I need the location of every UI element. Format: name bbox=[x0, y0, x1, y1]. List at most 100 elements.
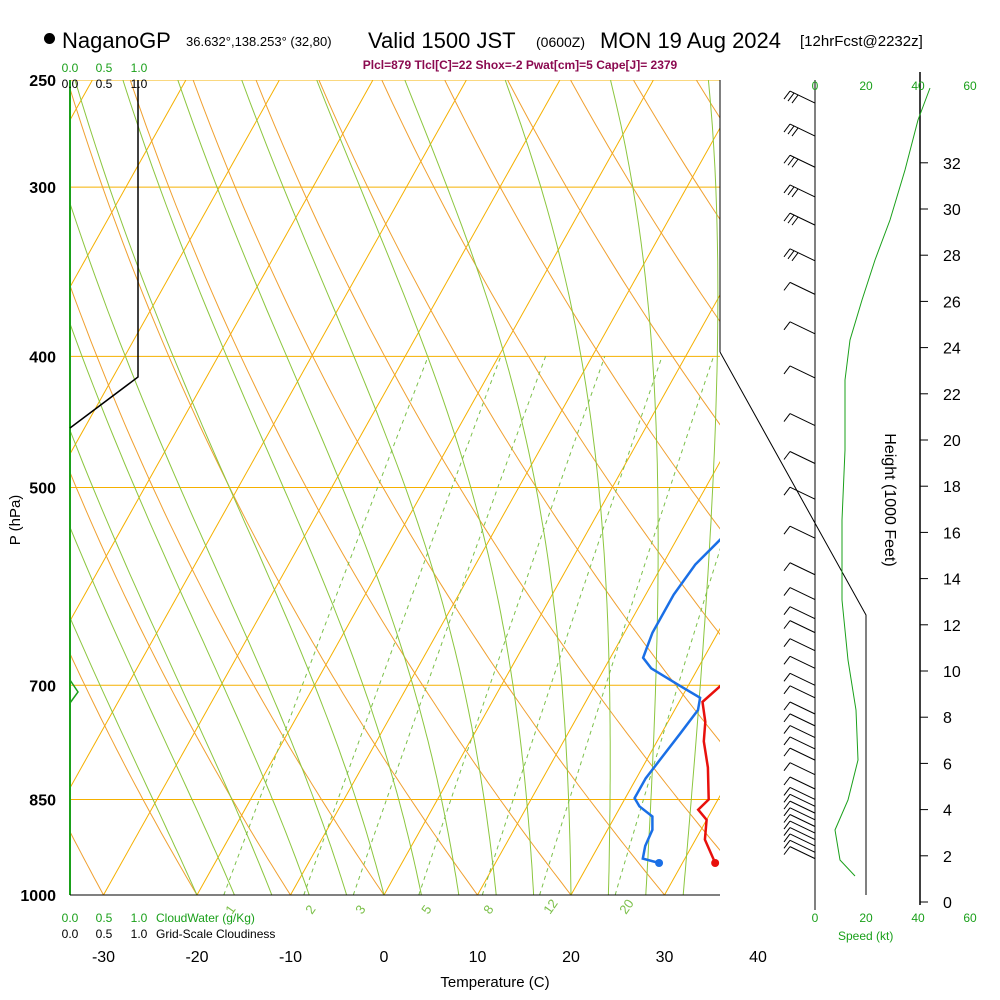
wind-barb-staff bbox=[789, 606, 816, 620]
dry-adiabat-line bbox=[0, 80, 10, 895]
wind-barb-flag bbox=[791, 127, 799, 137]
wind-barb-flag bbox=[783, 655, 791, 665]
wind-barb-staff bbox=[789, 281, 816, 295]
speed-top-tick: 40 bbox=[911, 79, 925, 93]
moist-adiabat-line bbox=[70, 322, 310, 895]
height-tick-label: 6 bbox=[943, 756, 952, 773]
wind-barb bbox=[783, 321, 816, 335]
cloudwater-profile bbox=[69, 679, 79, 704]
wind-barb-flag bbox=[783, 807, 791, 817]
isotherm-line bbox=[383, 293, 720, 895]
wind-barb-flag bbox=[787, 92, 795, 102]
speed-bottom-tick: 0 bbox=[812, 911, 819, 925]
pressure-tick-label: 400 bbox=[29, 349, 56, 366]
wind-barb bbox=[783, 154, 816, 168]
wind-barb bbox=[783, 827, 816, 841]
wind-barb-flag bbox=[783, 451, 791, 460]
temperature-tick-label: -30 bbox=[92, 949, 115, 966]
wind-barb-flag bbox=[783, 184, 791, 194]
wind-barb-flag bbox=[783, 833, 791, 843]
wind-barb-flag bbox=[783, 701, 791, 711]
wind-barb bbox=[783, 655, 816, 669]
wind-barb-flag bbox=[783, 736, 791, 746]
station-dot-icon bbox=[44, 33, 55, 44]
wind-barb bbox=[783, 787, 816, 800]
wind-barb bbox=[783, 725, 816, 738]
wind-barb bbox=[783, 833, 816, 847]
wind-barb bbox=[783, 90, 816, 104]
moist-adiabat-line bbox=[70, 429, 273, 895]
wind-barb bbox=[783, 736, 816, 750]
wind-barb-flag bbox=[787, 156, 795, 166]
speed-axis-label: Speed (kt) bbox=[838, 929, 893, 943]
wind-barb bbox=[783, 620, 816, 634]
wind-barb-flag bbox=[787, 214, 795, 224]
pressure-tick-label: 700 bbox=[29, 678, 56, 695]
moist-adiabat-line bbox=[721, 80, 793, 895]
wind-barb bbox=[783, 365, 816, 379]
station-name: NaganoGP bbox=[62, 28, 171, 53]
wind-barb-flag bbox=[783, 606, 791, 615]
moist-adiabat-line bbox=[122, 80, 422, 895]
pressure-tick-label: 850 bbox=[29, 792, 56, 809]
isotherm-line bbox=[196, 80, 654, 895]
wind-barb-flag bbox=[783, 673, 791, 682]
sounding-profiles bbox=[633, 103, 989, 867]
wind-barb-flag bbox=[783, 840, 791, 849]
wind-barb-staff bbox=[789, 562, 816, 576]
wind-barb bbox=[783, 606, 816, 620]
wind-barb-flag bbox=[783, 713, 791, 723]
height-tick-label: 26 bbox=[943, 294, 961, 311]
wind-barb-staff bbox=[789, 701, 816, 715]
wind-speed-profile bbox=[834, 87, 931, 877]
wind-barb-staff bbox=[789, 587, 816, 601]
wind-barb bbox=[783, 814, 816, 827]
height-tick-label: 4 bbox=[943, 803, 952, 820]
cloudiness-profile bbox=[69, 80, 139, 429]
wind-barb-staff bbox=[789, 747, 816, 761]
wind-barb-flag bbox=[783, 685, 791, 695]
speed-top-tick: 0 bbox=[812, 79, 819, 93]
moist-adiabat-line bbox=[74, 80, 385, 895]
wind-barb-staff bbox=[789, 827, 816, 841]
height-panel-edge bbox=[719, 351, 867, 895]
cloud-panel: 0.0 0.0 0.0 0.0 0.5 0.5 0.5 0.5 1.0 1.0 1.0 1.0 bbox=[62, 61, 148, 941]
surface-dewpoint-point bbox=[655, 858, 664, 867]
wind-barb-staff bbox=[789, 154, 816, 168]
wind-barb bbox=[783, 762, 816, 776]
isotherm-line bbox=[70, 80, 467, 789]
wind-barb bbox=[783, 672, 816, 686]
wind-barb bbox=[783, 587, 816, 601]
wind-barb-staff bbox=[789, 451, 816, 464]
wind-barb-staff bbox=[789, 713, 816, 727]
temperature-tick-label: -20 bbox=[185, 949, 208, 966]
isotherm-line bbox=[477, 460, 720, 895]
wind-barb-staff bbox=[789, 814, 816, 827]
isotherm-line bbox=[70, 80, 187, 288]
pressure-tick-label: 1000 bbox=[20, 888, 56, 905]
mixing-ratio-line bbox=[418, 356, 606, 895]
mixing-ratio-line bbox=[223, 356, 429, 895]
wind-barb-staff bbox=[789, 762, 816, 776]
wind-barb-flag bbox=[791, 252, 799, 262]
moist-adiabat-line bbox=[682, 80, 719, 895]
wind-barb-staff bbox=[789, 807, 816, 821]
wind-barb-flag bbox=[783, 123, 791, 133]
wind-barb bbox=[783, 793, 816, 807]
wind-barb bbox=[783, 212, 816, 226]
height-tick-label: 16 bbox=[943, 525, 961, 542]
wind-barb-staff bbox=[789, 90, 816, 104]
wind-barb bbox=[783, 281, 816, 295]
cloudiness-top-tick: 1.0 bbox=[131, 77, 148, 91]
parcel-line bbox=[737, 103, 989, 741]
moist-adiabat-line bbox=[316, 80, 535, 895]
wind-barb-staff bbox=[789, 839, 816, 853]
temperature-tick-label: -10 bbox=[279, 949, 302, 966]
wind-barb-staff bbox=[789, 638, 816, 652]
wind-barb-flag bbox=[783, 814, 791, 823]
wind-barb bbox=[783, 747, 816, 761]
wind-barb-flag bbox=[783, 794, 791, 803]
